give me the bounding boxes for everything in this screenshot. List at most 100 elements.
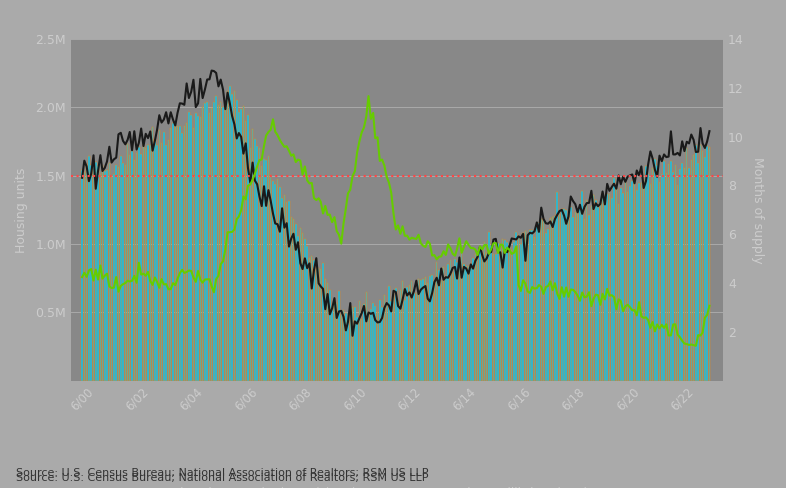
Bar: [488, 232, 490, 381]
Bar: [547, 229, 549, 381]
Bar: [97, 166, 99, 381]
Bar: [127, 144, 128, 381]
Bar: [322, 263, 324, 381]
Bar: [525, 231, 526, 381]
Bar: [304, 240, 306, 381]
Bar: [277, 179, 278, 381]
Bar: [527, 239, 528, 381]
Bar: [295, 224, 296, 381]
Bar: [584, 219, 586, 381]
Bar: [395, 288, 396, 381]
Bar: [241, 109, 242, 381]
Bar: [422, 279, 424, 381]
Bar: [700, 144, 701, 381]
Bar: [399, 290, 401, 381]
Bar: [195, 113, 196, 381]
Bar: [436, 262, 438, 381]
Bar: [468, 266, 469, 381]
Bar: [529, 230, 531, 381]
Bar: [188, 112, 189, 381]
Bar: [709, 147, 711, 381]
Bar: [479, 249, 481, 381]
Bar: [541, 219, 542, 381]
Bar: [656, 165, 658, 381]
Bar: [615, 187, 617, 381]
Bar: [663, 161, 665, 381]
Bar: [156, 144, 158, 381]
Bar: [607, 194, 608, 381]
Bar: [381, 307, 383, 381]
Bar: [111, 177, 112, 381]
Bar: [452, 273, 454, 381]
Bar: [513, 242, 515, 381]
Bar: [490, 245, 492, 381]
Bar: [482, 253, 483, 381]
Bar: [116, 165, 117, 381]
Bar: [518, 235, 520, 381]
Bar: [325, 279, 326, 381]
Bar: [222, 106, 224, 381]
Bar: [213, 102, 215, 381]
Bar: [327, 283, 329, 381]
Bar: [184, 126, 185, 381]
Bar: [434, 281, 435, 381]
Bar: [347, 320, 349, 381]
Bar: [504, 240, 505, 381]
Bar: [511, 250, 512, 381]
Bar: [495, 254, 497, 381]
Bar: [638, 183, 640, 381]
Bar: [618, 204, 619, 381]
Bar: [129, 155, 130, 381]
Bar: [404, 300, 406, 381]
Bar: [620, 188, 622, 381]
Bar: [465, 266, 467, 381]
Bar: [370, 309, 372, 381]
Bar: [363, 304, 365, 381]
Bar: [684, 168, 685, 381]
Bar: [320, 268, 321, 381]
Bar: [149, 145, 151, 381]
Bar: [652, 168, 653, 381]
Bar: [454, 260, 456, 381]
Bar: [534, 237, 535, 381]
Bar: [440, 281, 442, 381]
Bar: [332, 307, 333, 381]
Bar: [83, 172, 85, 381]
Bar: [200, 117, 201, 381]
Bar: [702, 151, 703, 381]
Bar: [291, 217, 292, 381]
Bar: [86, 164, 87, 381]
Bar: [338, 291, 340, 381]
Bar: [104, 171, 105, 381]
Bar: [106, 169, 108, 381]
Bar: [661, 174, 663, 381]
Bar: [625, 182, 626, 381]
Bar: [693, 155, 694, 381]
Bar: [388, 286, 390, 381]
Bar: [136, 153, 138, 381]
Bar: [654, 159, 656, 381]
Bar: [679, 169, 681, 381]
Bar: [177, 126, 178, 381]
Bar: [204, 102, 206, 381]
Legend: U.S. housing permits (SAAR) (LHS), U.S. housing starts (SAAR) (LHS), Starts/perm: U.S. housing permits (SAAR) (LHS), U.S. …: [119, 482, 675, 488]
Bar: [259, 148, 260, 381]
Bar: [182, 133, 183, 381]
Bar: [93, 163, 94, 381]
Bar: [427, 284, 428, 381]
Bar: [354, 307, 355, 381]
Bar: [384, 295, 385, 381]
Bar: [358, 301, 360, 381]
Bar: [677, 185, 678, 381]
Bar: [207, 102, 208, 381]
Bar: [413, 293, 415, 381]
Bar: [498, 243, 499, 381]
Bar: [629, 186, 630, 381]
Bar: [179, 126, 181, 381]
Bar: [274, 183, 276, 381]
Bar: [564, 209, 565, 381]
Bar: [689, 167, 690, 381]
Bar: [81, 169, 83, 381]
Bar: [340, 314, 342, 381]
Bar: [108, 163, 110, 381]
